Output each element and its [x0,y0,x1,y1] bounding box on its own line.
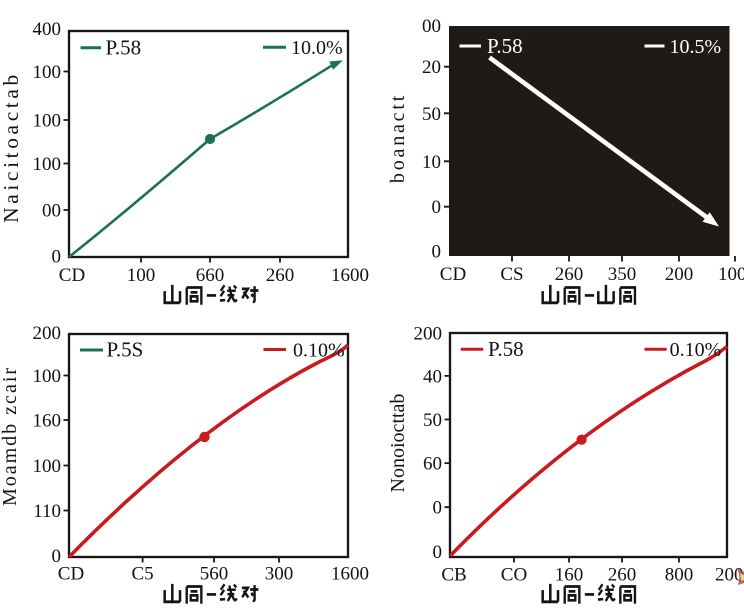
svg-text:Nonoiocttab: Nonoiocttab [387,394,409,493]
svg-text:160: 160 [33,411,62,432]
svg-text:50: 50 [423,410,442,431]
svg-text:2000: 2000 [715,565,744,586]
svg-text:10.5%: 10.5% [670,36,722,58]
svg-text:P.58: P.58 [487,34,523,58]
svg-text:60: 60 [423,454,442,475]
svg-text:0: 0 [432,242,442,263]
svg-text:0: 0 [52,247,62,268]
svg-text:CD: CD [58,564,84,585]
svg-text:1600: 1600 [331,265,369,286]
svg-text:1600: 1600 [331,564,369,585]
svg-text:C5: C5 [132,564,154,585]
svg-text:260: 260 [555,264,584,285]
svg-text:100: 100 [33,366,62,387]
svg-text:110: 110 [33,501,61,522]
svg-text:100: 100 [33,456,62,477]
svg-text:0.10%: 0.10% [293,340,345,362]
svg-text:800: 800 [665,565,694,586]
svg-text:CO: CO [501,565,527,586]
svg-text:260: 260 [266,265,295,286]
svg-text:P.58: P.58 [106,36,142,60]
svg-text:200: 200 [414,323,443,344]
svg-text:Naicitoactab: Naicitoactab [0,71,23,223]
svg-text:300: 300 [265,564,294,585]
svg-text:560: 560 [200,564,229,585]
svg-text:200: 200 [33,323,62,344]
svg-text:100: 100 [33,111,62,132]
svg-text:P.5S: P.5S [107,338,144,362]
svg-text:Moamdb zcair: Moamdb zcair [0,366,21,506]
svg-text:350: 350 [608,264,637,285]
svg-text:0: 0 [433,542,443,563]
svg-text:40: 40 [423,366,442,387]
svg-text:P.58: P.58 [488,337,524,361]
svg-text:00: 00 [422,16,441,37]
svg-text:50: 50 [422,104,441,125]
svg-text:CD: CD [59,265,85,286]
svg-text:CS: CS [500,264,523,285]
svg-text:20: 20 [422,57,441,78]
svg-text:100: 100 [33,62,62,83]
svg-text:660: 660 [196,265,225,286]
svg-text:CD: CD [440,264,466,285]
svg-text:boanactt: boanactt [387,93,409,183]
svg-text:100: 100 [33,154,62,175]
svg-text:160: 160 [555,565,584,586]
svg-text:00: 00 [42,201,61,222]
svg-text:0: 0 [433,498,443,519]
svg-text:10: 10 [422,152,441,173]
svg-text:10.0%: 10.0% [291,37,343,59]
svg-text:260: 260 [608,565,637,586]
svg-text:200: 200 [665,264,694,285]
svg-text:0.10%: 0.10% [670,339,722,361]
svg-text:400: 400 [33,19,62,40]
svg-text:0: 0 [432,197,442,218]
svg-text:CB: CB [441,565,466,586]
svg-text:0: 0 [52,546,62,567]
svg-text:100: 100 [127,265,156,286]
